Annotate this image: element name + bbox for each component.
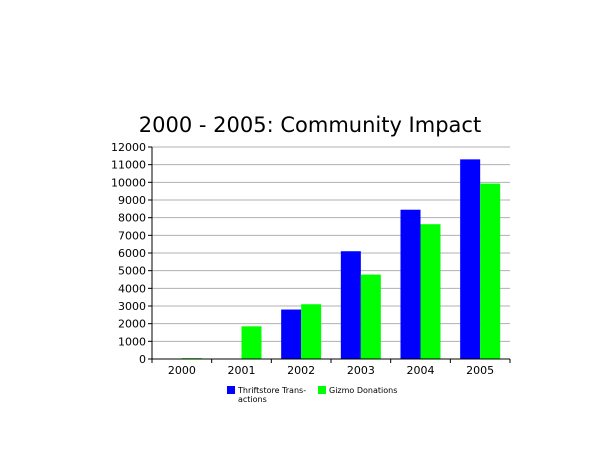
grid-lines (152, 146, 510, 342)
legend-swatch-gizmo (318, 386, 326, 394)
y-tick-label: 6000 (118, 247, 146, 260)
legend: Thriftstore Trans-actions Gizmo Donations (227, 386, 397, 404)
y-tick-label: 9000 (118, 194, 146, 207)
y-tick-label: 7000 (118, 229, 146, 242)
y-tick-label: 0 (139, 353, 146, 366)
chart-title: 2000 - 2005: Community Impact (139, 113, 481, 137)
bars (181, 159, 501, 359)
axes: 0 1000 2000 3000 4000 5000 6000 7000 8000 9000 100… (111, 141, 511, 377)
y-tick-label: 2000 (118, 318, 146, 331)
x-tick-label: 2001 (228, 364, 256, 377)
y-tick-label: 8000 (118, 212, 146, 225)
x-tick-label: 2004 (407, 364, 435, 377)
bar-thriftstore-2003 (340, 251, 361, 359)
y-tick-label: 12000 (111, 141, 146, 154)
x-tick-label: 2003 (347, 364, 375, 377)
y-tick-label: 4000 (118, 282, 146, 295)
legend-label-thriftstore: actions (238, 395, 267, 404)
x-tick-label: 2000 (168, 364, 196, 377)
bar-gizmo-2002 (301, 304, 322, 359)
y-tick-label: 3000 (118, 300, 146, 313)
bar-gizmo-2001 (241, 326, 262, 359)
bar-gizmo-2005 (480, 183, 501, 359)
legend-label-gizmo: Gizmo Donations (329, 386, 397, 395)
y-tick-label: 11000 (111, 159, 146, 172)
bar-thriftstore-2002 (281, 309, 302, 359)
bar-thriftstore-2005 (460, 159, 481, 359)
legend-label-thriftstore: Thriftstore Trans- (237, 386, 306, 395)
y-tick-label: 5000 (118, 265, 146, 278)
x-tick-label: 2002 (287, 364, 315, 377)
y-tick-label: 1000 (118, 335, 146, 348)
bar-gizmo-2003 (360, 274, 381, 359)
bar-thriftstore-2004 (400, 209, 421, 359)
x-tick-label: 2005 (466, 364, 494, 377)
bar-gizmo-2004 (420, 224, 441, 359)
y-tick-label: 10000 (111, 176, 146, 189)
legend-swatch-thriftstore (227, 386, 235, 394)
